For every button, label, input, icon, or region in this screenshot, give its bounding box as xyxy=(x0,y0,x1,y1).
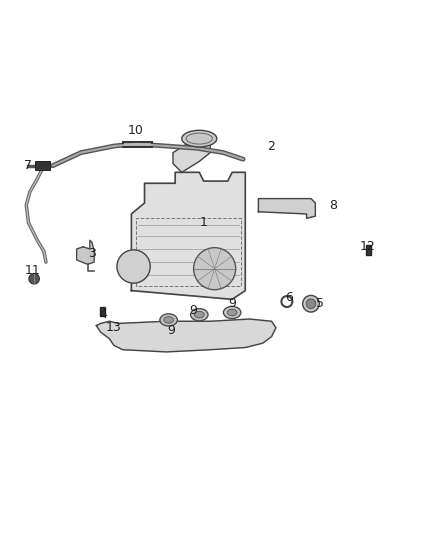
Text: 6: 6 xyxy=(285,290,293,304)
Ellipse shape xyxy=(160,314,177,326)
Ellipse shape xyxy=(164,317,173,323)
Polygon shape xyxy=(131,172,245,300)
Ellipse shape xyxy=(227,309,237,316)
Ellipse shape xyxy=(306,299,316,309)
Text: 2: 2 xyxy=(268,140,276,152)
Bar xyxy=(366,245,371,255)
Circle shape xyxy=(29,273,39,284)
Text: 11: 11 xyxy=(25,264,41,277)
Text: 7: 7 xyxy=(25,159,32,172)
Text: 5: 5 xyxy=(316,297,324,310)
Text: 9: 9 xyxy=(228,297,236,310)
Circle shape xyxy=(117,250,150,283)
Text: 10: 10 xyxy=(128,124,144,137)
Text: 8: 8 xyxy=(329,199,337,212)
Polygon shape xyxy=(173,142,210,172)
Polygon shape xyxy=(258,199,315,219)
Text: 3: 3 xyxy=(88,247,96,260)
Ellipse shape xyxy=(194,311,204,318)
Bar xyxy=(35,161,50,170)
Circle shape xyxy=(194,248,236,290)
Text: 13: 13 xyxy=(106,321,122,334)
Text: 4: 4 xyxy=(99,308,107,321)
Text: 9: 9 xyxy=(189,304,197,317)
Bar xyxy=(100,307,105,316)
Polygon shape xyxy=(77,240,94,264)
Polygon shape xyxy=(96,319,276,352)
Ellipse shape xyxy=(223,306,241,319)
Ellipse shape xyxy=(182,130,217,147)
Text: 1: 1 xyxy=(200,216,208,229)
Text: 12: 12 xyxy=(360,240,376,253)
Ellipse shape xyxy=(303,295,319,312)
Text: 9: 9 xyxy=(167,324,175,336)
Ellipse shape xyxy=(191,309,208,321)
